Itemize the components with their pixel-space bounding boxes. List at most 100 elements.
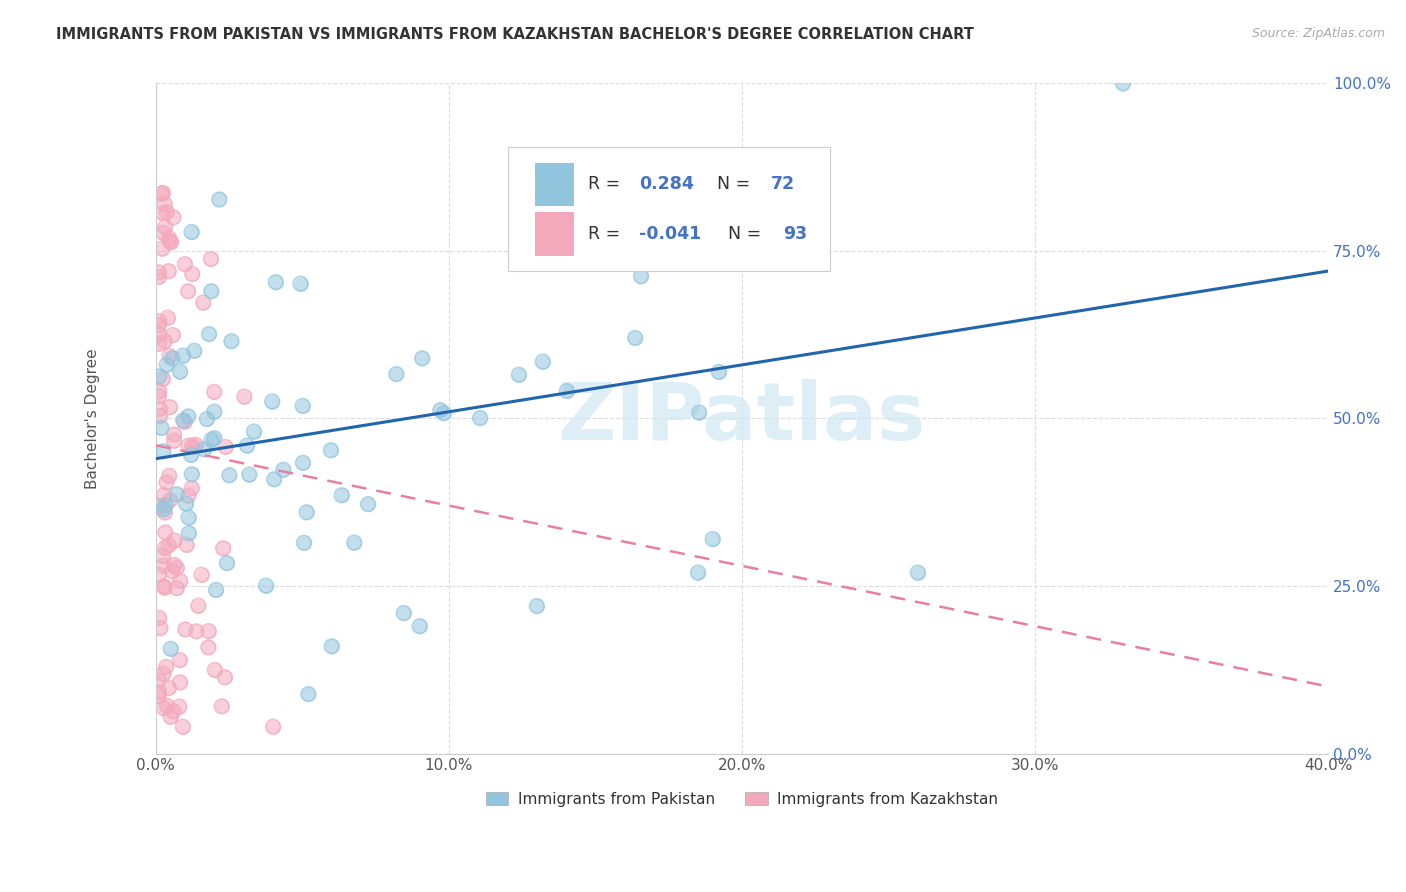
Point — [343, 535, 366, 549]
Point — [148, 611, 170, 625]
Point — [148, 269, 170, 284]
Point — [202, 384, 225, 399]
Point — [156, 310, 179, 325]
Point — [152, 558, 174, 573]
Point — [555, 384, 578, 398]
Point — [202, 405, 225, 419]
Point — [152, 226, 174, 240]
Point — [408, 619, 430, 633]
Legend: Immigrants from Pakistan, Immigrants from Kazakhstan: Immigrants from Pakistan, Immigrants fro… — [479, 786, 1004, 813]
Point — [148, 369, 170, 384]
Point — [197, 640, 219, 655]
Point — [254, 579, 277, 593]
Point — [152, 186, 174, 200]
Point — [184, 438, 207, 452]
Point — [176, 538, 198, 552]
Point — [186, 624, 208, 639]
Point — [174, 623, 197, 637]
Point — [291, 399, 314, 413]
Point — [173, 257, 195, 271]
Point — [180, 481, 202, 495]
Point — [166, 487, 188, 501]
Point — [385, 367, 408, 381]
Point — [152, 186, 174, 200]
Text: N =: N = — [717, 225, 768, 243]
Point — [290, 277, 312, 291]
Point — [169, 675, 191, 690]
Point — [596, 179, 619, 194]
Point — [176, 538, 198, 552]
Point — [148, 611, 170, 625]
Point — [180, 467, 202, 482]
Point — [152, 444, 174, 458]
Point — [173, 415, 195, 429]
Point — [200, 252, 222, 266]
Point — [163, 533, 186, 548]
Point — [177, 526, 200, 541]
Point — [155, 525, 177, 540]
Point — [177, 510, 200, 524]
Point — [166, 581, 188, 595]
Point — [707, 365, 730, 379]
Point — [392, 606, 415, 620]
Point — [159, 400, 181, 414]
Point — [211, 699, 233, 714]
Point — [155, 660, 177, 674]
Point — [186, 624, 208, 639]
Point — [630, 269, 652, 284]
Point — [152, 226, 174, 240]
Point — [184, 438, 207, 452]
Point — [148, 673, 170, 688]
Point — [193, 295, 215, 310]
Point — [156, 310, 179, 325]
Point — [686, 566, 709, 580]
Point — [596, 179, 619, 194]
Point — [155, 475, 177, 490]
Point — [169, 365, 191, 379]
Point — [197, 624, 219, 639]
Point — [159, 235, 181, 249]
Point — [153, 506, 176, 520]
Point — [526, 599, 548, 613]
Point — [172, 720, 194, 734]
Point — [166, 560, 188, 574]
Point — [200, 285, 222, 299]
Point — [174, 497, 197, 511]
Point — [508, 368, 530, 382]
Point — [153, 334, 176, 348]
Point — [173, 257, 195, 271]
Point — [183, 343, 205, 358]
Point — [202, 405, 225, 419]
Point — [148, 318, 170, 333]
Point — [148, 401, 170, 416]
Point — [153, 541, 176, 555]
Point — [169, 675, 191, 690]
Point — [152, 372, 174, 386]
Point — [233, 390, 256, 404]
Point — [180, 481, 202, 495]
Point — [204, 663, 226, 677]
Point — [169, 574, 191, 588]
Point — [148, 384, 170, 399]
Point — [181, 267, 204, 281]
Point — [254, 579, 277, 593]
Point — [149, 621, 172, 635]
Point — [166, 581, 188, 595]
Point — [148, 265, 170, 279]
Point — [214, 440, 236, 454]
Point — [148, 685, 170, 699]
Point — [295, 505, 318, 519]
Point — [187, 599, 209, 613]
Point — [433, 406, 456, 420]
Point — [273, 463, 295, 477]
Point — [198, 327, 221, 342]
Point — [157, 231, 180, 245]
Point — [433, 406, 456, 420]
Text: 72: 72 — [772, 176, 796, 194]
Point — [193, 295, 215, 310]
Point — [215, 556, 238, 570]
Point — [531, 354, 554, 368]
Point — [330, 488, 353, 502]
Point — [169, 653, 191, 667]
Point — [212, 541, 235, 556]
